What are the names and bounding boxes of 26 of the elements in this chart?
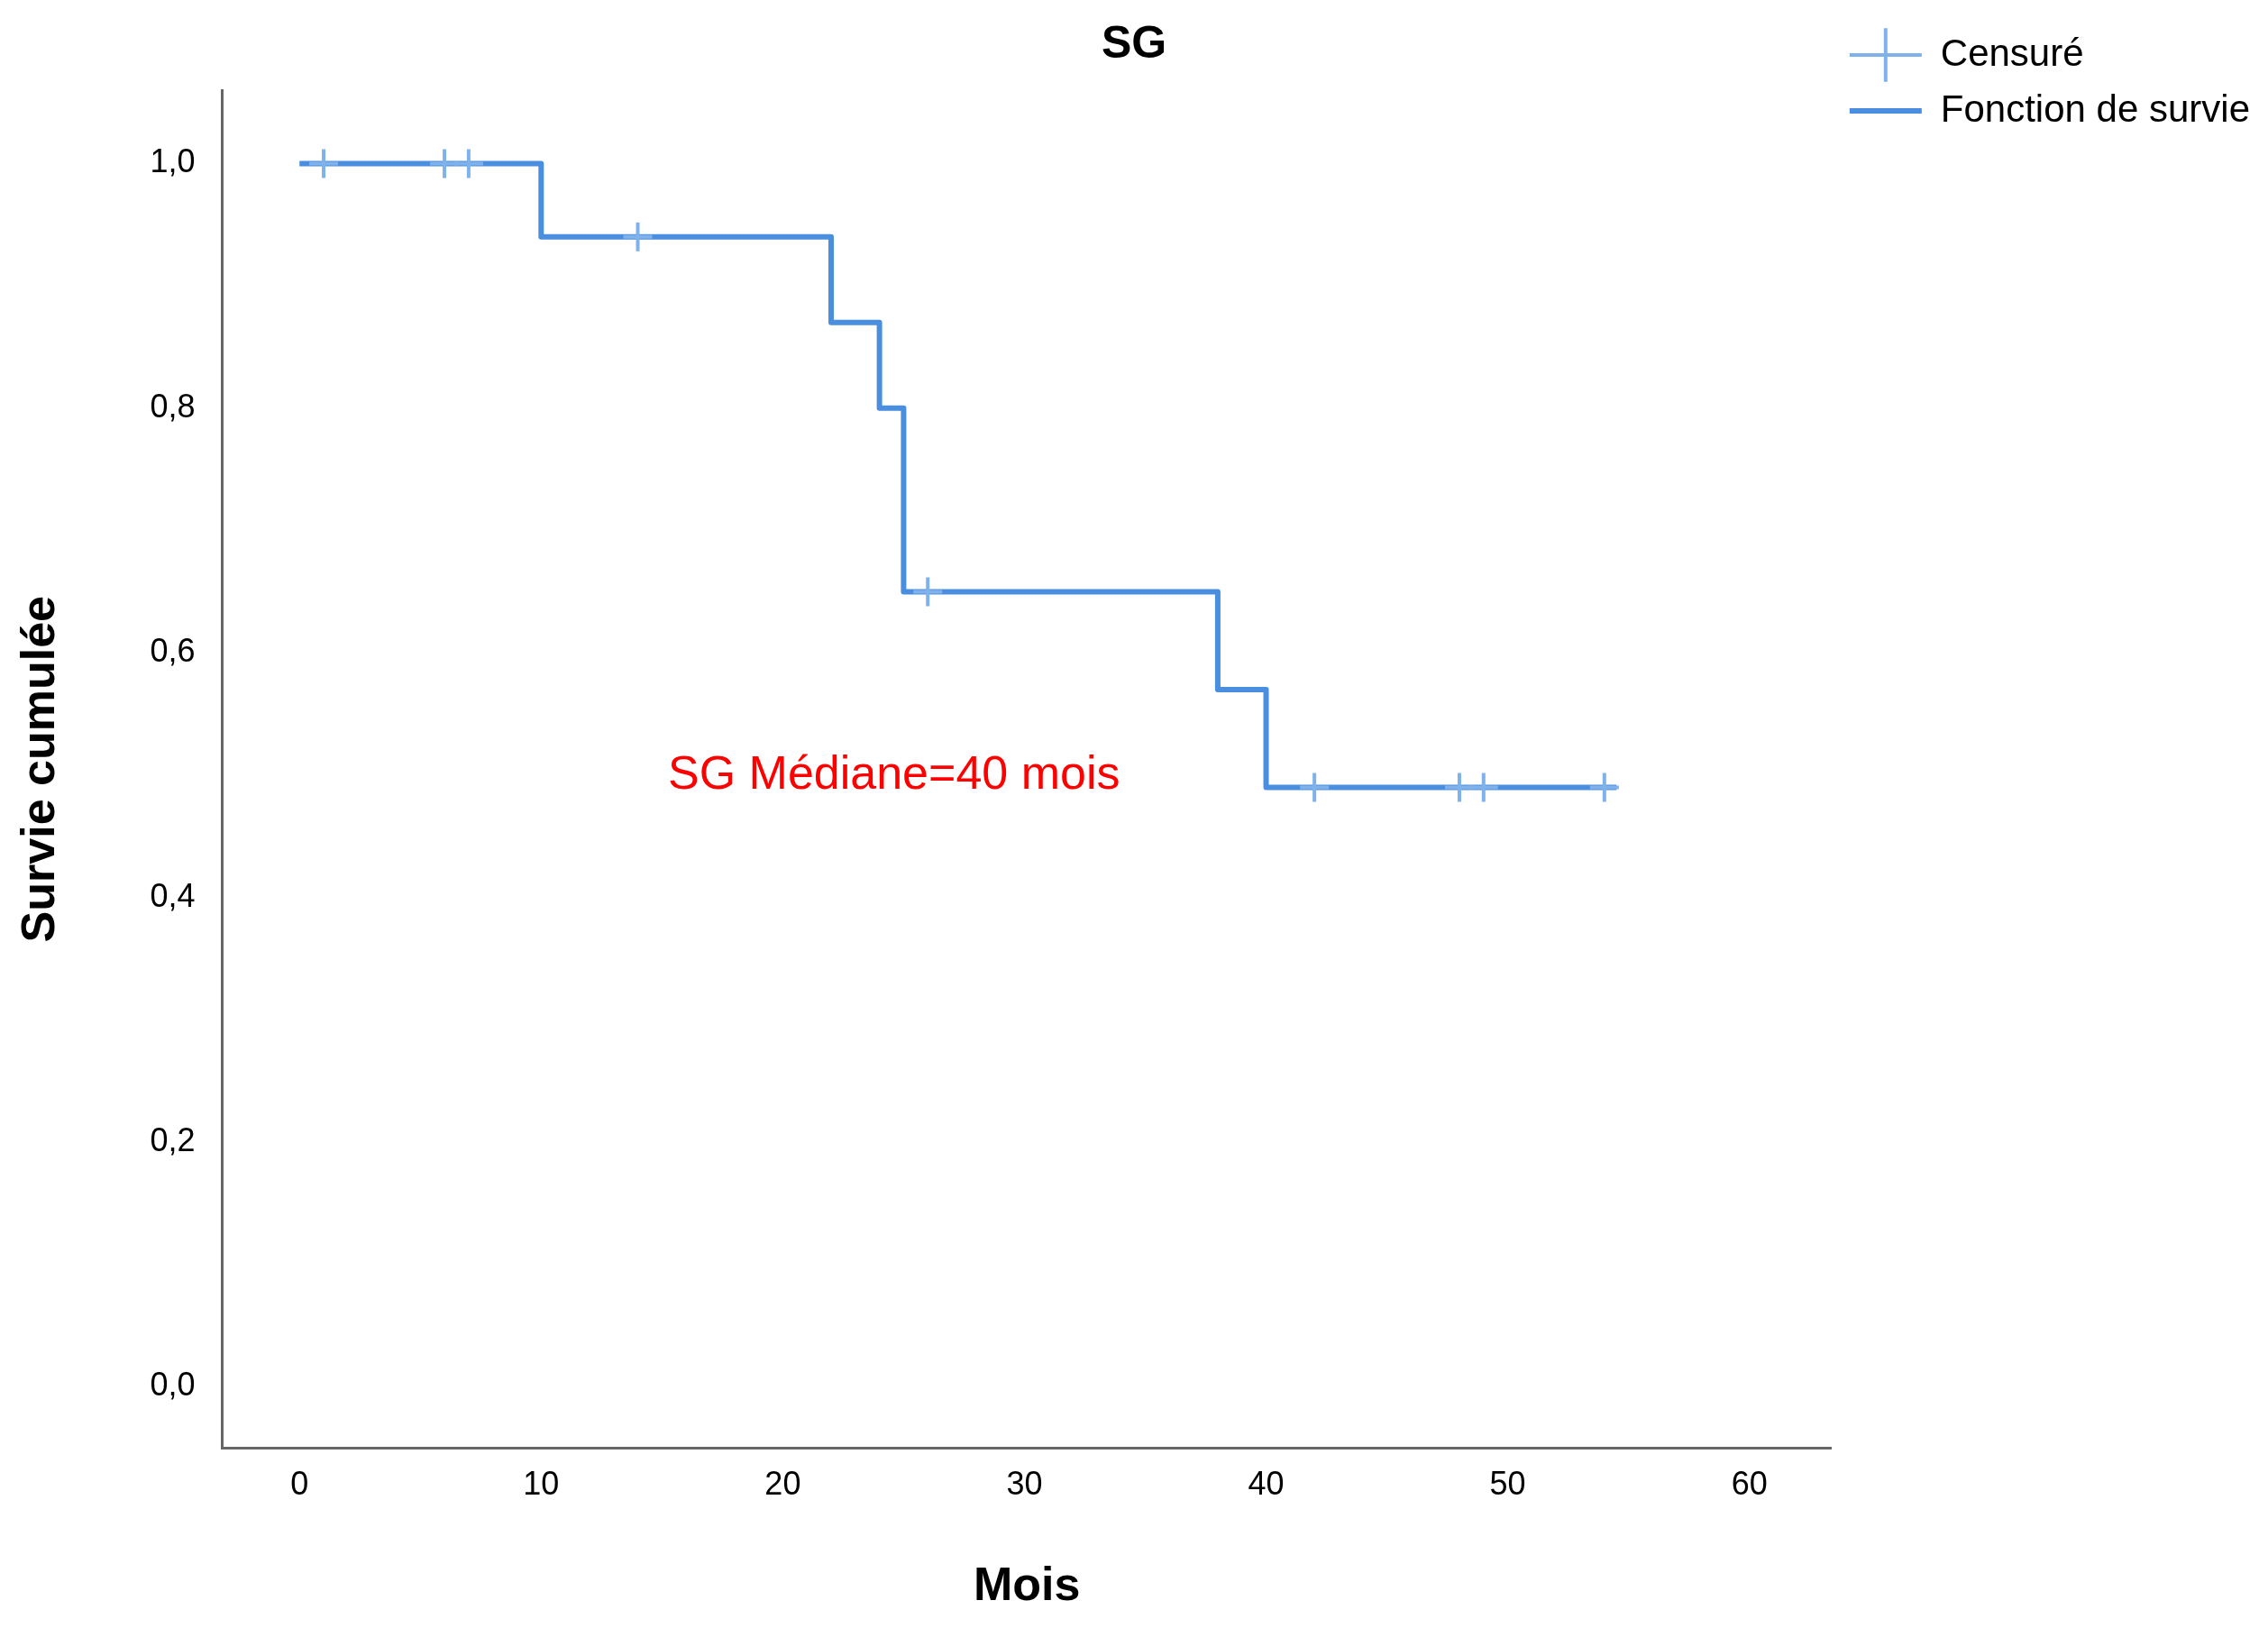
y-tick-label: 0,8	[150, 387, 196, 425]
point	[453, 149, 483, 178]
x-tick-label: 10	[523, 1464, 560, 1502]
x-tick-label: 0	[290, 1464, 309, 1502]
legend-label: Fonction de survie	[1940, 87, 2251, 130]
legend-label: Censuré	[1940, 31, 2084, 74]
point	[309, 149, 339, 178]
x-tick-label: 20	[764, 1464, 801, 1502]
point	[1300, 773, 1330, 802]
x-tick-label: 30	[1006, 1464, 1043, 1502]
point	[913, 577, 943, 607]
y-tick-label: 0,6	[150, 632, 196, 670]
y-tick-label: 0,0	[150, 1366, 196, 1404]
x-axis-title: Mois	[973, 1558, 1081, 1611]
point	[623, 222, 653, 251]
x-tick-label: 40	[1248, 1464, 1285, 1502]
x-tick-label: 60	[1731, 1464, 1768, 1502]
point	[1589, 773, 1619, 802]
y-axis-title: Survie cumulée	[11, 596, 64, 943]
y-tick-label: 1,0	[150, 142, 196, 180]
point	[1468, 773, 1498, 802]
y-tick-label: 0,4	[150, 876, 196, 914]
annotation: SG Médiane=40 mois	[667, 746, 1120, 800]
x-tick-label: 50	[1489, 1464, 1526, 1502]
y-tick-label: 0,2	[150, 1121, 196, 1159]
chart-title: SG	[1101, 16, 1167, 68]
